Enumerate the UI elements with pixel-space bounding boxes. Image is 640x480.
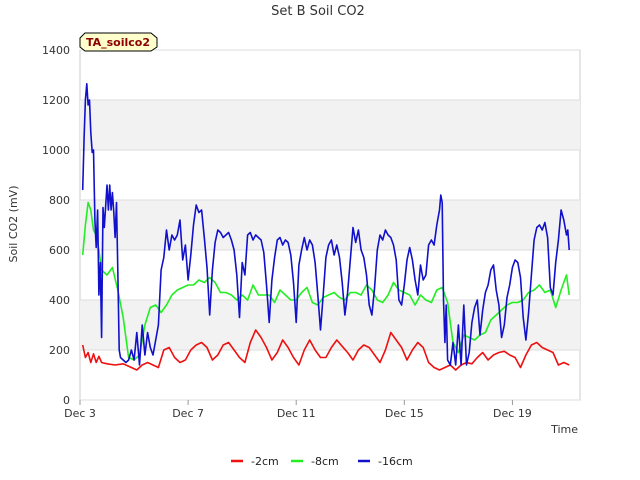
x-tick-label: Dec 19 <box>493 407 532 420</box>
y-tick-label: 1000 <box>42 144 70 157</box>
badge-shape <box>79 32 158 52</box>
series-line-2cm <box>81 329 570 371</box>
legend: -2cm -8cm -16cm <box>231 455 413 468</box>
y-tick-label: 800 <box>49 194 70 207</box>
y-tick-label: 1400 <box>42 44 70 57</box>
series-badge: TA_soilco2 <box>79 32 158 52</box>
series-line-16cm <box>81 83 570 366</box>
y-tick-label: 400 <box>49 294 70 307</box>
series-line-8cm <box>81 201 570 361</box>
x-axis-label: Time <box>550 423 578 436</box>
y-axis-label: Soil CO2 (mV) <box>7 186 20 263</box>
badge-label: TA_soilco2 <box>86 36 150 49</box>
legend-label: -16cm <box>378 455 413 468</box>
x-axis-ticks: Dec 3 Dec 7 Dec 11 Dec 15 Dec 19 <box>64 400 532 420</box>
y-tick-label: 1200 <box>42 94 70 107</box>
legend-label: -8cm <box>311 455 339 468</box>
y-tick-label: 0 <box>63 394 70 407</box>
chart-title: Set B Soil CO2 <box>271 4 365 19</box>
y-tick-label: 200 <box>49 344 70 357</box>
y-axis-ticks: 0 200 400 600 800 1000 1200 1400 <box>42 44 70 407</box>
x-tick-label: Dec 7 <box>172 407 204 420</box>
y-tick-label: 600 <box>49 244 70 257</box>
plot-area <box>79 49 581 401</box>
x-tick-label: Dec 3 <box>64 407 96 420</box>
x-tick-label: Dec 15 <box>385 407 424 420</box>
grid-band <box>80 100 580 150</box>
series-lines <box>81 83 570 371</box>
legend-label: -2cm <box>251 455 279 468</box>
x-tick-label: Dec 11 <box>277 407 316 420</box>
